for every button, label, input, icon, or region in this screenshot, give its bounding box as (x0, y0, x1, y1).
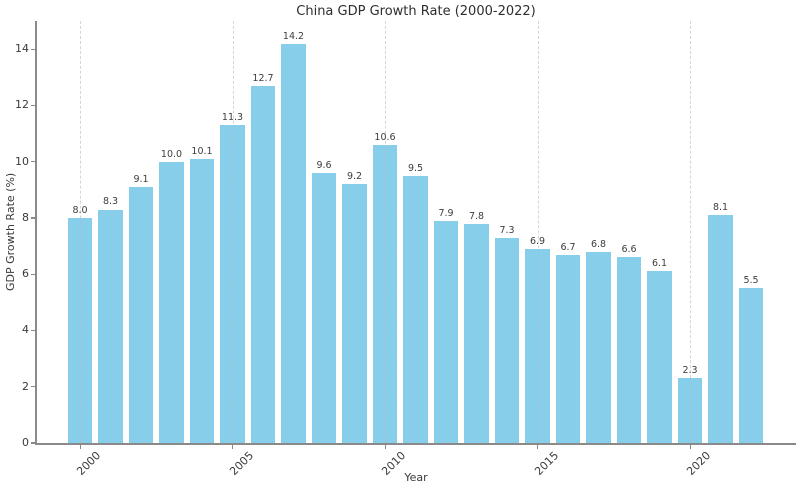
bar-value-label: 11.3 (221, 112, 244, 124)
bar-value-label: 14.2 (282, 30, 305, 42)
y-axis-spine (35, 21, 37, 443)
gridline (537, 21, 539, 443)
bar-value-label: 10.1 (191, 145, 213, 157)
x-axis-label: Year (404, 471, 428, 484)
bar (708, 215, 733, 443)
bar-value-label: 8.3 (102, 196, 119, 208)
y-tick-label: 4 (22, 323, 29, 337)
bar (433, 220, 459, 443)
x-tick-mark (689, 445, 691, 449)
bar-value-label: 9.6 (316, 159, 332, 171)
bar-value-label: 7.8 (468, 210, 485, 222)
y-tick-mark (31, 329, 35, 332)
gridline (690, 21, 691, 443)
gridline (385, 21, 386, 443)
y-tick-label: 14 (15, 42, 29, 56)
y-tick-label: 2 (22, 379, 29, 393)
y-tick-mark (31, 48, 35, 50)
bar (159, 161, 184, 443)
bar-value-label: 9.1 (133, 173, 149, 185)
y-tick-mark (31, 217, 35, 219)
bar-value-label: 7.9 (438, 207, 454, 219)
y-tick-label: 10 (15, 154, 29, 168)
bar (494, 237, 520, 443)
bar-value-label: 9.2 (346, 171, 363, 183)
x-axis-spine (35, 443, 796, 445)
bar (647, 271, 672, 443)
bar-value-label: 9.5 (407, 162, 424, 174)
bar-value-label: 6.9 (529, 235, 546, 247)
bar (128, 187, 154, 443)
bar-value-label: 8.1 (712, 202, 729, 214)
chart-title: China GDP Growth Rate (2000-2022) (296, 4, 536, 19)
bar (616, 257, 642, 443)
x-tick-mark (384, 445, 386, 449)
bar-value-label: 12.7 (252, 72, 274, 84)
bar (98, 209, 123, 443)
bar (281, 43, 306, 443)
y-tick-label: 6 (22, 267, 29, 281)
bar-value-label: 6.1 (651, 258, 668, 270)
y-tick-mark (31, 273, 35, 275)
y-tick-label: 0 (22, 436, 29, 449)
bar-value-label: 8.0 (72, 204, 88, 216)
x-tick-mark (79, 445, 81, 449)
bar (250, 85, 276, 443)
bar-value-label: 6.8 (590, 238, 607, 250)
plot-area: 8.0 8.3 9.1 10.0 10.1 11.3 12.7 14.2 9.6 9.2 10.6 9… (36, 21, 796, 443)
y-tick-mark (31, 104, 35, 106)
x-tick-mark (232, 445, 234, 449)
y-tick-mark (31, 161, 35, 163)
gridline (232, 21, 234, 443)
bar-value-label: 10.6 (374, 131, 396, 143)
bar-value-label: 6.7 (560, 241, 576, 253)
bar (189, 158, 215, 443)
y-tick-mark (31, 442, 35, 444)
bar-value-label: 7.3 (499, 224, 515, 236)
bar (586, 251, 611, 443)
bar-value-label: 5.5 (743, 275, 759, 287)
y-tick-mark (31, 386, 35, 388)
bar (464, 223, 489, 443)
bar-value-label: 2.3 (682, 365, 698, 377)
bar (403, 175, 428, 443)
y-tick-label: 12 (15, 98, 29, 112)
y-tick-label: 8 (22, 210, 29, 224)
gridline (80, 21, 81, 443)
bar (311, 172, 337, 443)
x-tick-mark (537, 445, 539, 449)
bar (342, 184, 367, 443)
bar (738, 288, 764, 443)
bar-value-label: 6.6 (621, 244, 637, 256)
bar-value-label: 10.0 (160, 148, 183, 160)
bar (555, 254, 581, 443)
